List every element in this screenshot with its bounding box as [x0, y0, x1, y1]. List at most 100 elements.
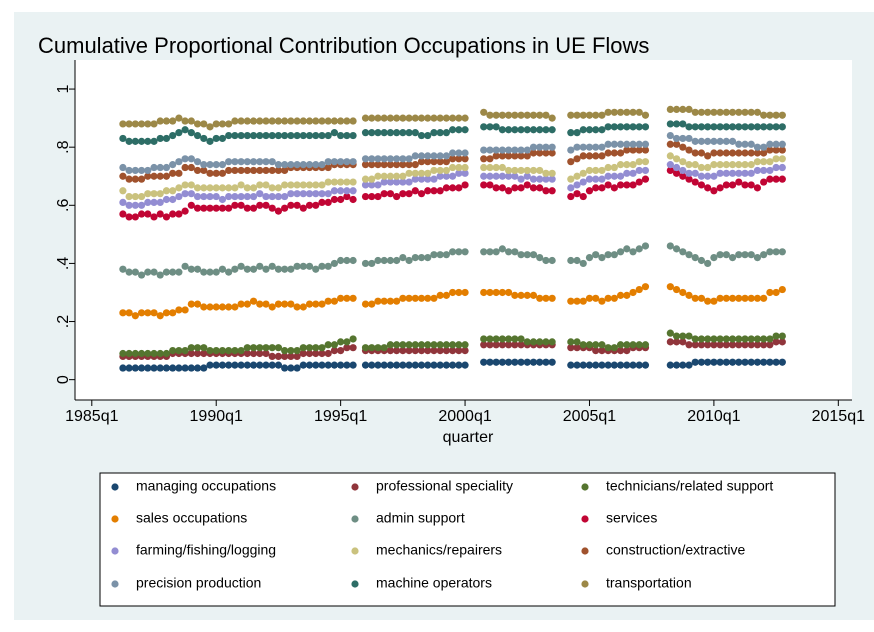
data-point — [119, 187, 127, 195]
data-point — [573, 338, 581, 346]
data-point — [573, 155, 581, 163]
data-point — [442, 166, 450, 175]
x-tick-label: 1985q1 — [65, 408, 118, 425]
data-point — [629, 361, 637, 369]
data-point — [393, 114, 401, 122]
data-point — [237, 346, 245, 355]
data-point — [181, 306, 189, 314]
data-point — [156, 312, 164, 320]
data-point — [305, 131, 314, 140]
data-point — [629, 288, 637, 297]
data-point — [343, 158, 351, 166]
data-point — [505, 172, 513, 180]
data-point — [436, 291, 444, 299]
data-point — [436, 361, 444, 369]
data-point — [150, 172, 158, 180]
data-point — [511, 152, 519, 160]
data-point — [131, 213, 139, 221]
data-point — [480, 341, 488, 349]
data-point — [685, 169, 693, 177]
data-point — [318, 190, 326, 198]
data-point — [200, 134, 208, 143]
data-point — [480, 172, 488, 180]
data-point — [243, 166, 251, 175]
data-point — [492, 172, 500, 180]
data-point — [262, 117, 270, 125]
data-point — [305, 344, 314, 352]
data-point — [343, 256, 351, 265]
data-point — [760, 123, 768, 131]
data-point — [573, 181, 581, 189]
data-point — [722, 108, 730, 116]
data-point — [579, 169, 587, 177]
data-point — [393, 361, 401, 369]
data-point — [579, 192, 587, 201]
data-point — [455, 114, 463, 122]
data-point — [573, 344, 581, 352]
data-point — [268, 204, 276, 212]
data-point — [137, 166, 146, 175]
legend-label: farming/fishing/logging — [136, 542, 276, 558]
data-point — [169, 131, 177, 140]
data-point — [386, 114, 395, 122]
data-point — [405, 178, 413, 186]
data-point — [193, 349, 202, 358]
data-point — [610, 108, 618, 116]
data-point — [268, 192, 276, 201]
data-point — [144, 210, 152, 218]
data-point — [119, 172, 127, 180]
data-point — [212, 361, 220, 369]
data-point — [629, 341, 637, 349]
data-point — [330, 158, 339, 166]
data-point — [760, 111, 768, 119]
data-point — [436, 166, 444, 175]
data-point — [442, 184, 450, 192]
data-point — [243, 204, 251, 212]
data-point — [386, 161, 395, 169]
data-point — [330, 341, 339, 349]
data-point — [529, 175, 538, 183]
data-point — [206, 161, 214, 169]
data-point — [268, 303, 276, 311]
data-point — [679, 338, 687, 346]
data-point — [573, 361, 581, 369]
data-point — [778, 155, 786, 163]
data-point — [691, 137, 699, 145]
data-point — [225, 361, 233, 369]
data-point — [119, 163, 127, 172]
data-point — [710, 341, 718, 349]
data-point — [536, 166, 544, 175]
data-point — [374, 297, 382, 305]
data-point — [666, 166, 674, 175]
legend-marker — [111, 483, 119, 491]
data-point — [741, 149, 749, 157]
data-point — [529, 251, 538, 259]
data-point — [368, 192, 376, 201]
data-point — [492, 335, 500, 343]
data-point — [716, 358, 724, 366]
data-point — [685, 341, 693, 349]
data-point — [137, 364, 146, 372]
data-point — [666, 161, 674, 169]
data-point — [442, 172, 450, 180]
data-point — [368, 361, 376, 369]
legend-label: technicians/related support — [606, 478, 773, 494]
data-point — [405, 129, 413, 137]
data-point — [368, 161, 376, 169]
data-point — [411, 161, 419, 169]
data-point — [498, 288, 506, 297]
data-point — [741, 341, 749, 349]
data-point — [735, 140, 743, 148]
data-point — [511, 111, 519, 119]
data-point — [243, 361, 251, 369]
data-point — [218, 184, 227, 192]
data-point — [424, 131, 432, 140]
data-point — [760, 335, 768, 343]
data-point — [517, 335, 525, 343]
data-point — [610, 251, 618, 259]
data-point — [716, 137, 724, 145]
data-point — [629, 123, 637, 131]
data-point — [150, 309, 158, 317]
data-point — [623, 140, 631, 148]
data-point — [691, 341, 699, 349]
